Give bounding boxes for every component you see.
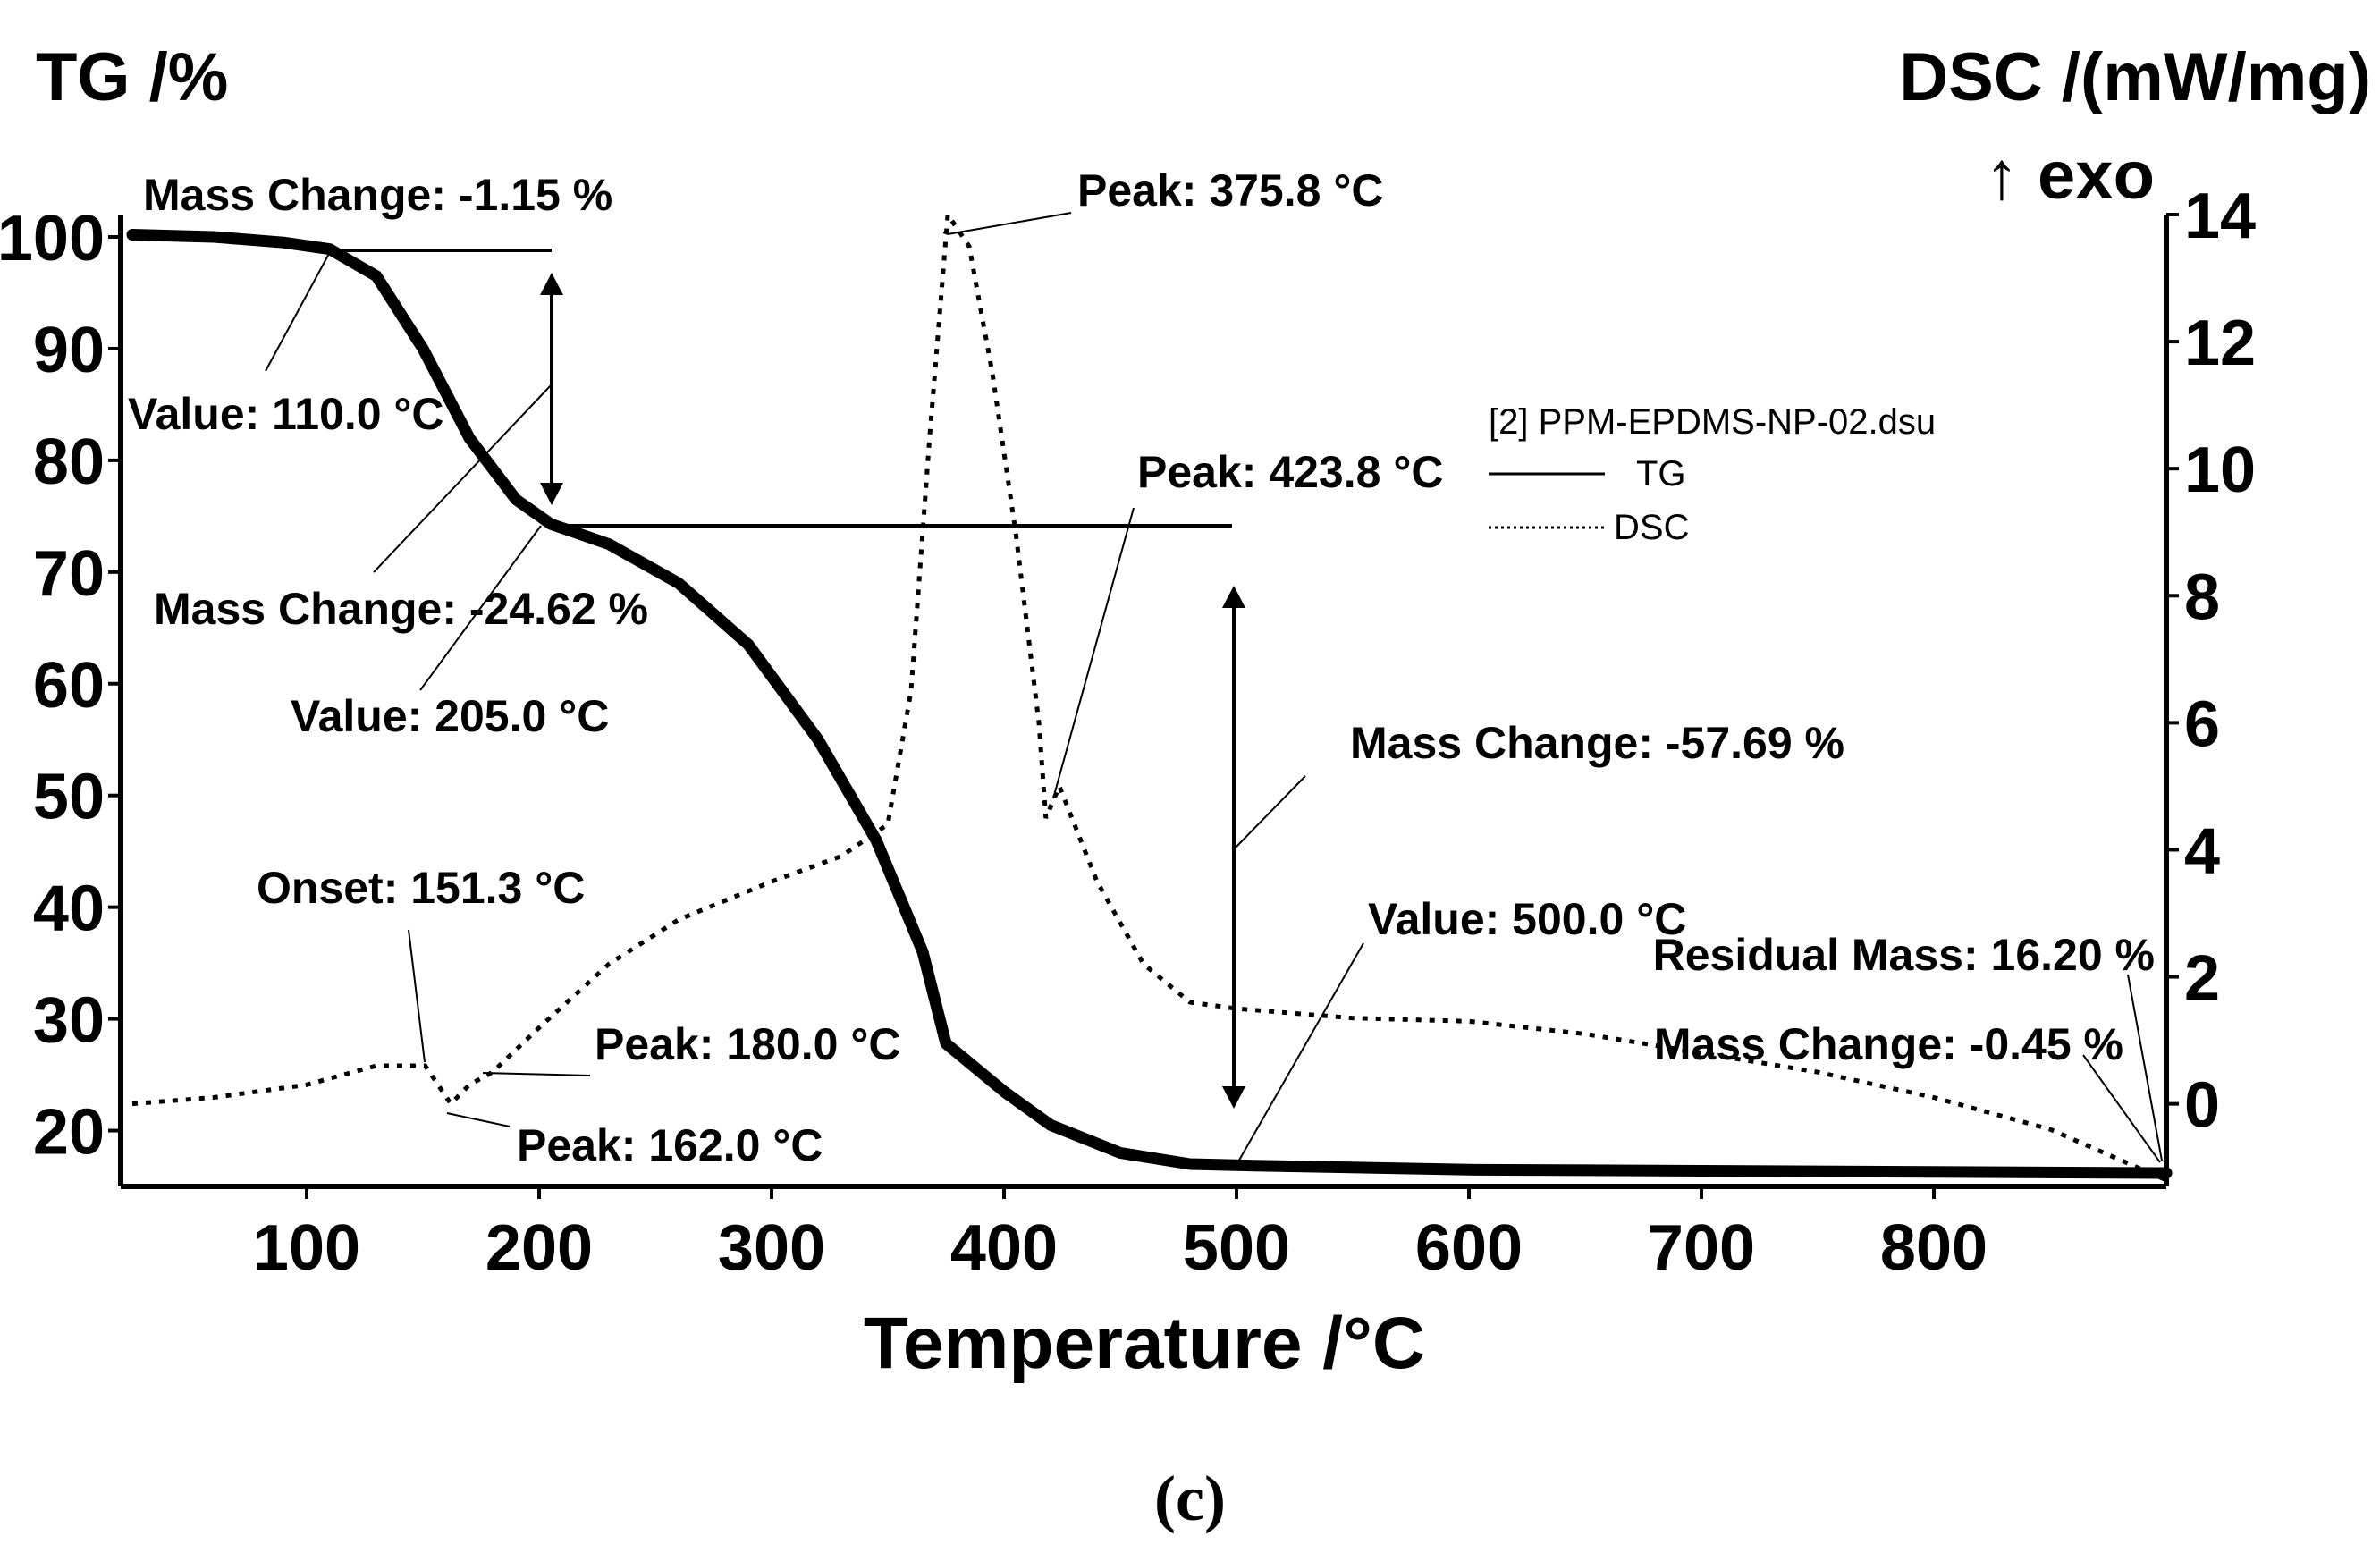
y-right-title: DSC /(mW/mg): [1899, 39, 2371, 115]
annotation-mass-change-4: Mass Change: -0.45 %: [1654, 1019, 2123, 1069]
annotation-mass-change-1: Mass Change: -1.15 %: [143, 170, 612, 220]
x-axis-title: Temperature /°C: [864, 1303, 1425, 1384]
x-tick-label: 400: [950, 1212, 1058, 1284]
y-right-tick-label: 6: [2184, 688, 2220, 760]
y-left-tick-label: 100: [0, 203, 105, 274]
annotation-value-205: Value: 205.0 °C: [291, 691, 609, 741]
y-left-tick-label: 90: [33, 315, 105, 386]
y-left-tick-label: 30: [33, 985, 105, 1057]
annotation-residual-mass: Residual Mass: 16.20 %: [1653, 930, 2155, 980]
y-left-tick-label: 70: [33, 538, 105, 610]
y-left-tick-label: 50: [33, 762, 105, 833]
y-right-exo-label: ↑ exo: [1985, 138, 2155, 214]
annotation-peak-375: Peak: 375.8 °C: [1077, 165, 1383, 215]
annotation-peak-162: Peak: 162.0 °C: [517, 1120, 823, 1170]
y-right-tick-label: 2: [2184, 943, 2220, 1015]
dsc-series-line: [131, 207, 2168, 1183]
mass-change-arrow-1: [540, 273, 563, 505]
x-tick-label: 200: [485, 1212, 593, 1284]
figure-caption: (c): [1154, 1463, 1226, 1534]
y-left-tick-label: 80: [33, 426, 105, 498]
annotation-mass-change-3: Mass Change: -57.69 %: [1350, 718, 1844, 768]
y-right-tick-label: 14: [2184, 181, 2256, 252]
y-right-tick-label: 10: [2184, 435, 2256, 506]
y-right-tick-label: 4: [2184, 815, 2220, 887]
y-right-tick-label: 8: [2184, 561, 2220, 633]
legend-dsc-label: DSC: [1614, 508, 1689, 547]
annotation-peak-423: Peak: 423.8 °C: [1137, 447, 1443, 497]
annotation-onset-151: Onset: 151.3 °C: [257, 863, 585, 913]
legend-tg-label: TG: [1636, 454, 1686, 494]
legend: [2] PPM-EPDMS-NP-02.dsu TG DSC: [1489, 402, 1936, 547]
annotation-leaders: [265, 212, 2163, 1170]
y-left-title: TG /%: [36, 39, 228, 115]
legend-file: [2] PPM-EPDMS-NP-02.dsu: [1489, 402, 1936, 442]
y-right-tick-label: 0: [2184, 1070, 2220, 1142]
annotation-mass-change-2: Mass Change: -24.62 %: [154, 584, 648, 634]
x-tick-label: 100: [253, 1212, 360, 1284]
y-right-tick-label: 12: [2184, 308, 2256, 379]
y-left-tick-label: 20: [33, 1097, 105, 1169]
y-left-tick-label: 40: [33, 874, 105, 945]
annotation-value-500: Value: 500.0 °C: [1368, 894, 1686, 944]
mass-change-arrow-2: [1222, 586, 1245, 1109]
x-tick-label: 800: [1880, 1212, 1988, 1284]
x-tick-label: 500: [1183, 1212, 1290, 1284]
y-left-tick-label: 60: [33, 650, 105, 722]
annotation-peak-180: Peak: 180.0 °C: [595, 1019, 900, 1069]
x-tick-label: 700: [1648, 1212, 1755, 1284]
annotation-value-110: Value: 110.0 °C: [128, 389, 444, 439]
x-tick-label: 600: [1415, 1212, 1523, 1284]
x-tick-label: 300: [718, 1212, 825, 1284]
